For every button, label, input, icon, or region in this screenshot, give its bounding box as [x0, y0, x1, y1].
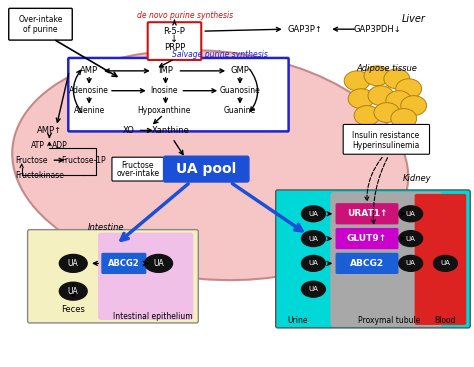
- Text: Proxymal tubule: Proxymal tubule: [358, 316, 420, 326]
- Text: Kidney: Kidney: [402, 174, 431, 182]
- FancyBboxPatch shape: [276, 190, 470, 328]
- FancyBboxPatch shape: [336, 204, 398, 224]
- Ellipse shape: [301, 230, 325, 247]
- Text: Intestinal epithelium: Intestinal epithelium: [113, 312, 192, 321]
- Text: R-5-P: R-5-P: [164, 27, 185, 36]
- Ellipse shape: [301, 206, 325, 222]
- Text: UA: UA: [309, 236, 319, 241]
- Text: ABCG2: ABCG2: [350, 259, 384, 268]
- Text: UA: UA: [68, 287, 79, 296]
- Text: ATP: ATP: [31, 141, 45, 150]
- Text: Adenosine: Adenosine: [69, 86, 109, 95]
- Text: Fructokinase: Fructokinase: [15, 171, 64, 179]
- Text: Salvage purine synthesis: Salvage purine synthesis: [172, 51, 268, 59]
- FancyBboxPatch shape: [343, 124, 429, 154]
- Ellipse shape: [368, 86, 394, 106]
- Text: Blood: Blood: [435, 316, 456, 326]
- Text: Hyperinsulinemia: Hyperinsulinemia: [352, 141, 419, 150]
- Ellipse shape: [12, 50, 408, 280]
- Ellipse shape: [344, 71, 370, 91]
- Text: UA: UA: [309, 211, 319, 217]
- FancyBboxPatch shape: [102, 254, 146, 273]
- Text: GAP3PDH↓: GAP3PDH↓: [353, 25, 401, 34]
- FancyBboxPatch shape: [27, 230, 198, 323]
- Ellipse shape: [364, 66, 390, 86]
- Ellipse shape: [354, 106, 380, 126]
- Text: GLUT9↑: GLUT9↑: [347, 234, 387, 243]
- Text: of purine: of purine: [23, 25, 58, 34]
- Text: Inosine: Inosine: [150, 86, 177, 95]
- Text: Adenine: Adenine: [73, 106, 105, 115]
- Text: Intestine: Intestine: [88, 223, 124, 232]
- Text: XO: XO: [123, 126, 135, 135]
- Text: UA: UA: [309, 261, 319, 266]
- Text: UA: UA: [406, 261, 416, 266]
- Text: UA: UA: [68, 259, 79, 268]
- Text: Hypoxanthine: Hypoxanthine: [137, 106, 190, 115]
- Text: UA: UA: [153, 259, 164, 268]
- Text: Fructose: Fructose: [121, 161, 154, 170]
- Text: Guanine: Guanine: [224, 106, 256, 115]
- FancyBboxPatch shape: [330, 192, 442, 327]
- Text: UA: UA: [309, 286, 319, 292]
- Ellipse shape: [145, 254, 173, 272]
- Ellipse shape: [391, 109, 417, 128]
- Text: Feces: Feces: [61, 305, 85, 313]
- Ellipse shape: [399, 255, 423, 271]
- Text: Urine: Urine: [287, 316, 308, 326]
- Ellipse shape: [401, 96, 427, 116]
- Ellipse shape: [59, 254, 87, 272]
- Text: over-intake: over-intake: [116, 168, 159, 178]
- FancyBboxPatch shape: [9, 8, 72, 40]
- Text: Fructose-1P: Fructose-1P: [61, 156, 106, 165]
- Text: AMP: AMP: [80, 66, 98, 75]
- FancyBboxPatch shape: [68, 58, 289, 131]
- Text: Fructose: Fructose: [15, 156, 48, 165]
- Ellipse shape: [396, 79, 421, 99]
- Ellipse shape: [348, 89, 374, 109]
- Text: UA: UA: [406, 211, 416, 217]
- Text: ↓: ↓: [171, 34, 179, 44]
- Text: ABCG2: ABCG2: [108, 259, 140, 268]
- Text: IMP: IMP: [158, 66, 173, 75]
- Text: UA: UA: [406, 236, 416, 241]
- Text: Guanosine: Guanosine: [219, 86, 260, 95]
- Text: PRPP: PRPP: [164, 43, 185, 51]
- Text: Liver: Liver: [402, 14, 426, 24]
- Text: URAT1↑: URAT1↑: [347, 209, 387, 218]
- Text: AMP↑: AMP↑: [37, 126, 62, 135]
- Ellipse shape: [59, 282, 87, 300]
- FancyBboxPatch shape: [148, 22, 201, 60]
- Text: UA: UA: [440, 261, 450, 266]
- FancyBboxPatch shape: [112, 157, 164, 181]
- Ellipse shape: [399, 206, 423, 222]
- Ellipse shape: [384, 69, 410, 89]
- Text: de novo purine synthesis: de novo purine synthesis: [137, 11, 234, 20]
- Text: GMP: GMP: [230, 66, 249, 75]
- Ellipse shape: [399, 230, 423, 247]
- Text: Insulin resistance: Insulin resistance: [352, 131, 419, 140]
- FancyBboxPatch shape: [336, 229, 398, 248]
- Text: Xanthine: Xanthine: [152, 126, 190, 135]
- FancyBboxPatch shape: [164, 156, 249, 182]
- FancyBboxPatch shape: [98, 233, 193, 320]
- Text: ADP: ADP: [52, 141, 67, 150]
- FancyBboxPatch shape: [336, 254, 398, 273]
- Text: Adipose tissue: Adipose tissue: [356, 64, 417, 73]
- Ellipse shape: [374, 103, 400, 123]
- Ellipse shape: [386, 91, 411, 110]
- Text: UA pool: UA pool: [176, 162, 237, 176]
- Ellipse shape: [301, 255, 325, 271]
- Ellipse shape: [301, 281, 325, 297]
- Text: Over-intake: Over-intake: [18, 15, 63, 24]
- Ellipse shape: [434, 255, 457, 271]
- Text: GAP3P↑: GAP3P↑: [287, 25, 322, 34]
- FancyBboxPatch shape: [415, 194, 466, 325]
